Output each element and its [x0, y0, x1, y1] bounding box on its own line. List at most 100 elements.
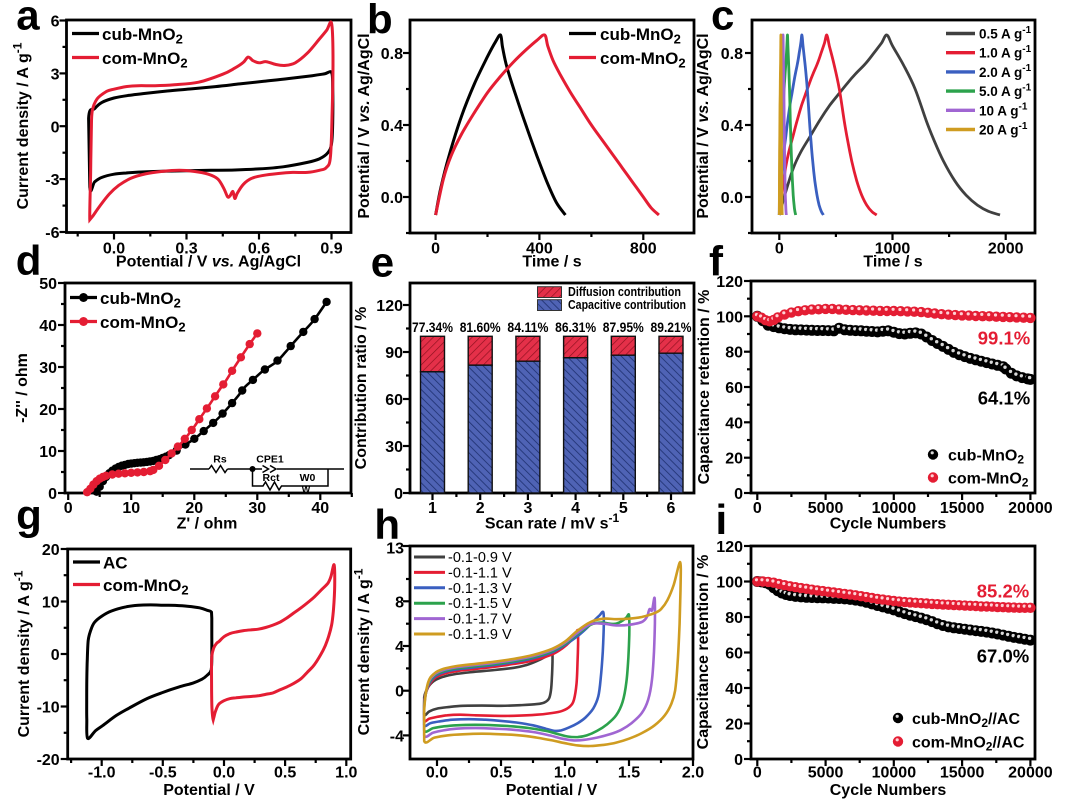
svg-text:Cycle Numbers: Cycle Numbers [830, 516, 947, 533]
svg-text:Time / s: Time / s [863, 254, 922, 271]
svg-text:15000: 15000 [940, 500, 985, 517]
svg-text:0.5 A g-1: 0.5 A g-1 [979, 25, 1032, 42]
svg-text:120: 120 [716, 539, 743, 556]
svg-text:40: 40 [725, 681, 743, 698]
svg-text:0.3: 0.3 [175, 241, 197, 258]
svg-text:Current density / A g-1: Current density / A g-1 [351, 568, 373, 735]
svg-text:0.0: 0.0 [213, 765, 235, 782]
svg-text:-3: -3 [45, 172, 59, 189]
svg-text:Z' / ohm: Z' / ohm [177, 516, 238, 533]
svg-text:400: 400 [526, 241, 553, 258]
svg-text:5000: 5000 [808, 500, 844, 517]
svg-text:-4: -4 [390, 728, 404, 745]
svg-text:-0.1-1.9 V: -0.1-1.9 V [448, 627, 512, 643]
svg-text:86.31%: 86.31% [555, 320, 596, 335]
svg-text:10 A g-1: 10 A g-1 [979, 102, 1028, 119]
svg-text:6: 6 [51, 13, 60, 30]
svg-text:Cycle Numbers: Cycle Numbers [830, 782, 947, 799]
svg-text:Time / s: Time / s [522, 254, 581, 271]
svg-text:Capacitive contribution: Capacitive contribution [568, 298, 686, 312]
svg-text:Potential / V vs. Ag/AgCl: Potential / V vs. Ag/AgCl [116, 254, 301, 271]
svg-text:30: 30 [248, 500, 266, 517]
svg-text:60: 60 [725, 646, 743, 663]
svg-text:40: 40 [725, 415, 743, 432]
svg-text:64.1%: 64.1% [978, 388, 1030, 409]
svg-text:60: 60 [385, 392, 403, 409]
svg-text:i: i [716, 496, 728, 543]
svg-text:Current density / A g-1: Current density / A g-1 [10, 42, 32, 209]
svg-text:80: 80 [725, 610, 743, 627]
svg-text:-0.1-1.3 V: -0.1-1.3 V [448, 581, 512, 597]
svg-text:1.5: 1.5 [618, 765, 640, 782]
svg-text:0.0: 0.0 [426, 765, 448, 782]
svg-text:Capacitance retention / %: Capacitance retention / % [696, 290, 713, 485]
svg-text:81.60%: 81.60% [460, 320, 501, 335]
svg-text:20: 20 [39, 402, 57, 419]
svg-text:cub-MnO2: cub-MnO2 [948, 448, 1024, 467]
svg-text:1.0 A g-1: 1.0 A g-1 [979, 44, 1032, 61]
svg-text:Scan rate / mV s-1: Scan rate / mV s-1 [485, 511, 620, 533]
svg-text:0.4: 0.4 [721, 118, 743, 135]
svg-text:10: 10 [39, 444, 57, 461]
svg-text:1.0: 1.0 [554, 765, 576, 782]
svg-text:0: 0 [51, 647, 60, 664]
svg-text:cub-MnO2: cub-MnO2 [102, 25, 183, 46]
svg-text:Rct: Rct [263, 472, 280, 484]
svg-text:84.11%: 84.11% [507, 320, 548, 335]
svg-text:W: W [302, 485, 311, 495]
svg-text:40: 40 [39, 318, 57, 335]
svg-text:0.5: 0.5 [274, 765, 296, 782]
svg-text:-0.5: -0.5 [149, 765, 177, 782]
svg-text:e: e [371, 239, 394, 286]
svg-text:30: 30 [39, 360, 57, 377]
svg-text:Rs: Rs [213, 454, 227, 466]
svg-text:10000: 10000 [872, 765, 917, 782]
svg-text:30: 30 [385, 439, 403, 456]
svg-text:0: 0 [48, 486, 57, 503]
svg-text:0.6: 0.6 [248, 241, 270, 258]
svg-text:0: 0 [431, 241, 440, 258]
svg-text:h: h [374, 501, 400, 548]
svg-text:20: 20 [725, 451, 743, 468]
svg-text:Potential / V vs. Ag/AgCl: Potential / V vs. Ag/AgCl [695, 33, 712, 218]
svg-text:0: 0 [775, 241, 784, 258]
svg-text:Capacitance retention / %: Capacitance retention / % [695, 555, 712, 750]
svg-text:-0.1-1.7 V: -0.1-1.7 V [448, 612, 512, 628]
svg-text:Potential / V vs. Ag/AgCl: Potential / V vs. Ag/AgCl [356, 33, 373, 218]
svg-text:-6: -6 [45, 225, 59, 242]
svg-text:com-MnO2: com-MnO2 [103, 576, 189, 597]
svg-text:c: c [711, 0, 734, 39]
svg-text:0.0: 0.0 [381, 190, 403, 207]
svg-text:0: 0 [64, 500, 73, 517]
svg-text:-0.1-1.5 V: -0.1-1.5 V [448, 596, 512, 612]
svg-text:W0: W0 [300, 472, 316, 484]
svg-text:1.0: 1.0 [335, 765, 357, 782]
svg-text:6: 6 [667, 500, 676, 517]
svg-text:-10: -10 [37, 700, 60, 717]
svg-text:0: 0 [753, 500, 762, 517]
svg-text:120: 120 [716, 274, 743, 291]
svg-text:0.8: 0.8 [721, 46, 743, 63]
svg-text:com-MnO2: com-MnO2 [100, 313, 186, 334]
svg-text:20: 20 [42, 542, 60, 559]
svg-text:1000: 1000 [875, 241, 911, 258]
svg-text:20: 20 [725, 717, 743, 734]
svg-text:0.5: 0.5 [490, 765, 512, 782]
svg-text:4: 4 [395, 639, 404, 656]
svg-text:2.0 A g-1: 2.0 A g-1 [979, 63, 1032, 80]
svg-text:Potential / V: Potential / V [163, 782, 255, 799]
svg-text:77.34%: 77.34% [412, 320, 453, 335]
svg-text:5000: 5000 [808, 765, 844, 782]
svg-text:cub-MnO2: cub-MnO2 [100, 289, 181, 310]
svg-text:0.0: 0.0 [721, 190, 743, 207]
svg-text:100: 100 [716, 309, 743, 326]
svg-text:cub-MnO2: cub-MnO2 [600, 25, 681, 46]
svg-text:100: 100 [716, 575, 743, 592]
svg-text:0.8: 0.8 [381, 46, 403, 63]
svg-text:8: 8 [395, 594, 404, 611]
svg-text:0: 0 [395, 684, 404, 701]
svg-text:com-MnO2: com-MnO2 [600, 49, 686, 70]
svg-text:2.0: 2.0 [682, 765, 704, 782]
svg-text:Potential / V: Potential / V [506, 782, 598, 799]
svg-text:-1.0: -1.0 [88, 765, 116, 782]
